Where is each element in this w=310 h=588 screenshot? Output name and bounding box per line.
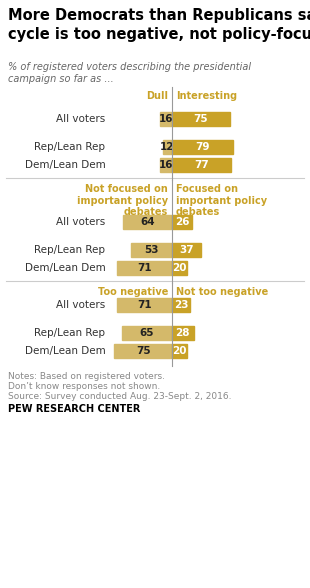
Text: Rep/Lean Rep: Rep/Lean Rep	[34, 142, 105, 152]
Bar	[172, 215, 192, 229]
Bar	[172, 140, 233, 154]
Text: 23: 23	[174, 300, 188, 310]
Text: 79: 79	[195, 142, 210, 152]
Text: 20: 20	[172, 263, 187, 273]
Text: 16: 16	[159, 160, 173, 170]
Text: Dem/Lean Dem: Dem/Lean Dem	[25, 263, 105, 273]
Text: Interesting: Interesting	[176, 91, 237, 101]
Text: 12: 12	[160, 142, 175, 152]
Bar	[172, 298, 190, 312]
Text: Don’t know responses not shown.: Don’t know responses not shown.	[8, 382, 160, 391]
Bar	[172, 344, 188, 358]
Text: 71: 71	[137, 300, 152, 310]
Text: 28: 28	[175, 328, 190, 338]
Bar	[172, 158, 231, 172]
Text: 37: 37	[179, 245, 194, 255]
Text: 53: 53	[144, 245, 159, 255]
Bar	[117, 261, 172, 275]
Text: 71: 71	[137, 263, 152, 273]
Text: Too negative: Too negative	[98, 287, 168, 297]
Text: Dem/Lean Dem: Dem/Lean Dem	[25, 346, 105, 356]
Text: 20: 20	[172, 346, 187, 356]
Bar	[163, 140, 172, 154]
Text: 64: 64	[140, 217, 155, 227]
Text: Focused on
important policy
debates: Focused on important policy debates	[176, 184, 267, 217]
Bar	[122, 326, 172, 340]
Text: All voters: All voters	[56, 217, 105, 227]
Bar	[160, 158, 172, 172]
Text: 75: 75	[136, 346, 150, 356]
Bar	[117, 298, 172, 312]
Bar	[123, 215, 172, 229]
Text: 65: 65	[140, 328, 154, 338]
Text: All voters: All voters	[56, 300, 105, 310]
Text: % of registered voters describing the presidential
campaign so far as ...: % of registered voters describing the pr…	[8, 62, 251, 85]
Bar	[172, 326, 194, 340]
Text: 16: 16	[159, 114, 173, 124]
Text: PEW RESEARCH CENTER: PEW RESEARCH CENTER	[8, 404, 140, 414]
Text: Rep/Lean Rep: Rep/Lean Rep	[34, 328, 105, 338]
Text: Dem/Lean Dem: Dem/Lean Dem	[25, 160, 105, 170]
Bar	[172, 261, 188, 275]
Text: 26: 26	[175, 217, 189, 227]
Text: 75: 75	[194, 114, 208, 124]
Text: Not focused on
important policy
debates: Not focused on important policy debates	[77, 184, 168, 217]
Bar	[172, 243, 201, 257]
Text: 77: 77	[194, 160, 209, 170]
Text: Dull: Dull	[146, 91, 168, 101]
Bar	[172, 112, 230, 126]
Bar	[114, 344, 172, 358]
Bar	[131, 243, 172, 257]
Text: All voters: All voters	[56, 114, 105, 124]
Text: Not too negative: Not too negative	[176, 287, 268, 297]
Text: Rep/Lean Rep: Rep/Lean Rep	[34, 245, 105, 255]
Bar	[160, 112, 172, 126]
Text: More Democrats than Republicans say
cycle is too negative, not policy-focused: More Democrats than Republicans say cycl…	[8, 8, 310, 42]
Text: Notes: Based on registered voters.: Notes: Based on registered voters.	[8, 372, 165, 381]
Text: Source: Survey conducted Aug. 23-Sept. 2, 2016.: Source: Survey conducted Aug. 23-Sept. 2…	[8, 392, 232, 401]
